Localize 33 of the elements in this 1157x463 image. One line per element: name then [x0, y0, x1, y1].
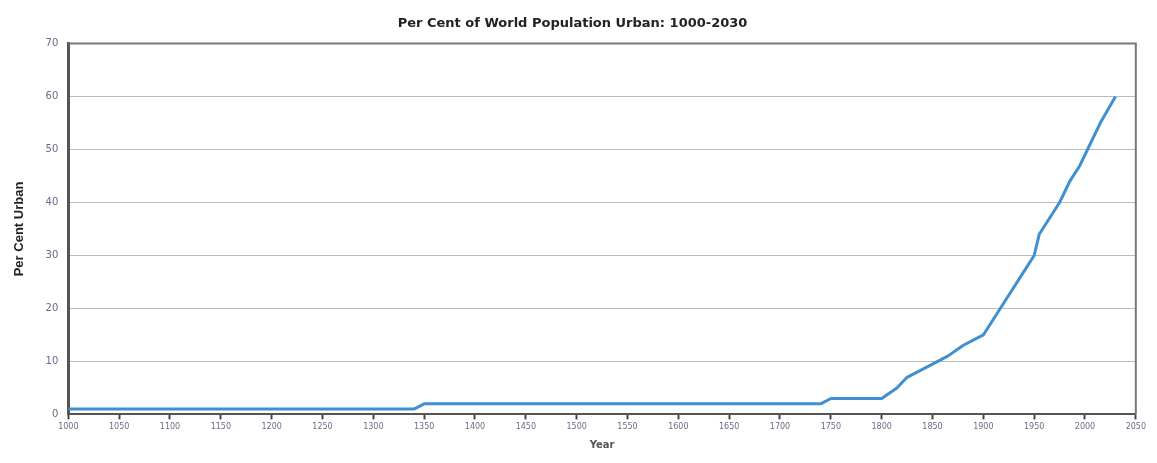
x-tick-label: 2050	[1125, 422, 1146, 432]
x-tick-label: 1100	[159, 422, 181, 432]
x-tick-label: 1400	[464, 422, 486, 432]
x-tick-label: 1750	[820, 422, 841, 432]
x-tick-label: 1950	[1023, 422, 1045, 432]
x-tick-label: 1050	[108, 422, 130, 432]
y-axis-title: Per Cent Urban	[11, 181, 27, 277]
x-tick-label: 1650	[718, 422, 740, 432]
x-tick-label: 1150	[210, 422, 231, 432]
x-tick-label: 1200	[261, 422, 282, 432]
chart-title: Per Cent of World Population Urban: 1000-2030	[397, 15, 748, 31]
x-tick-label: 1850	[922, 422, 943, 432]
y-tick-label: 20	[45, 302, 59, 314]
y-tick-label: 0	[51, 407, 59, 419]
y-tick-label: 70	[45, 37, 59, 49]
x-tick-label: 2000	[1074, 422, 1096, 432]
y-tick-label: 50	[45, 143, 59, 155]
x-tick-label: 1700	[769, 422, 791, 432]
x-tick-label: 1000	[58, 422, 79, 432]
x-tick-label: 1500	[566, 422, 587, 432]
x-axis-title: Year	[588, 438, 615, 450]
x-tick-label: 1250	[312, 422, 333, 432]
x-tick-label: 1350	[413, 422, 435, 432]
x-tick-label: 1800	[871, 422, 892, 432]
x-tick-label: 1550	[617, 422, 638, 432]
y-tick-label: 40	[45, 196, 59, 208]
y-tick-label: 60	[45, 90, 59, 102]
x-tick-label: 1300	[363, 422, 384, 432]
y-tick-label: 10	[45, 355, 59, 367]
x-tick-label: 1900	[973, 422, 994, 432]
y-tick-label: 30	[45, 249, 59, 261]
x-tick-label: 1450	[515, 422, 536, 432]
x-tick-label: 1600	[668, 422, 689, 432]
